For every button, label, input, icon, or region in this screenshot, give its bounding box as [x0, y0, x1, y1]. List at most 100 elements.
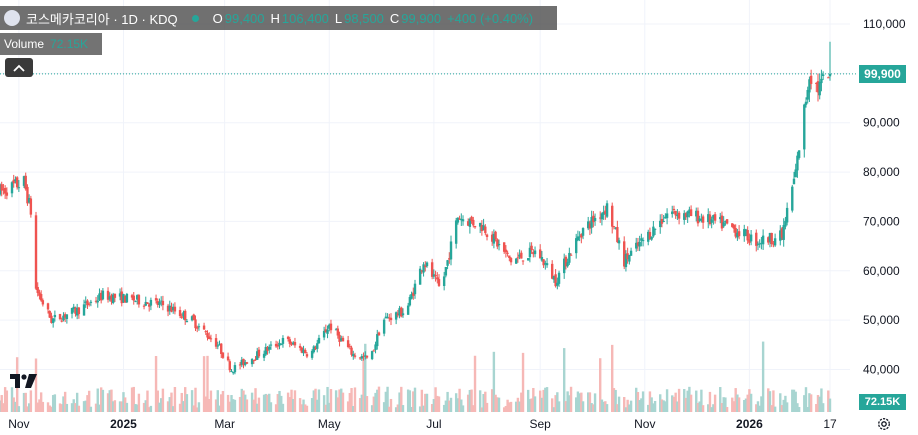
candle-body [677, 212, 681, 219]
volume-legend[interactable]: Volume 72.15K [0, 33, 102, 55]
y-axis-label: 40,000 [863, 363, 900, 377]
candle-body [768, 232, 772, 242]
collapse-legend-button[interactable] [5, 58, 33, 77]
volume-bar [386, 386, 389, 412]
low-label: L [334, 10, 343, 26]
candle-body [108, 296, 111, 300]
volume-bar [334, 390, 338, 412]
candle-body [312, 346, 316, 353]
volume-bar [506, 399, 509, 412]
volume-bar [276, 394, 280, 412]
volume-bar [736, 394, 739, 412]
candle-body [578, 236, 581, 238]
candle-body [197, 326, 201, 328]
volume-bar [305, 405, 309, 412]
candle-body [458, 218, 461, 220]
volume-bar [314, 388, 317, 412]
candle-body [196, 327, 199, 329]
candle-body [676, 214, 679, 217]
volume-bar [240, 388, 243, 412]
candle-body [804, 101, 808, 105]
volume-bar [425, 393, 429, 412]
candle-body [671, 211, 674, 215]
candle-body [111, 294, 115, 303]
volume-bar [194, 387, 197, 412]
volume-bar [29, 390, 33, 412]
volume-bar [660, 399, 664, 412]
tradingview-logo[interactable] [10, 372, 38, 390]
volume-bar [556, 392, 559, 412]
candle-body [410, 293, 413, 299]
candle-body [629, 250, 633, 256]
volume-bar [158, 402, 161, 412]
volume-bar [550, 398, 554, 412]
volume-bar [46, 402, 50, 412]
candle-body [461, 219, 465, 222]
candle-body [482, 225, 485, 231]
open-value: 99,400 [224, 10, 265, 26]
volume-bar [10, 387, 14, 412]
volume-bar [406, 389, 410, 412]
candle-body [580, 234, 583, 238]
candle-body [600, 213, 604, 220]
volume-bar [401, 405, 405, 412]
volume-bar [348, 392, 352, 412]
symbol-title[interactable]: 코스메카코리아 · 1D · KDQ [26, 11, 178, 27]
high-value: 106,400 [281, 10, 329, 26]
candle-body [538, 249, 542, 259]
candle-body [172, 306, 175, 311]
candle-body [317, 337, 321, 344]
volume-bar [130, 387, 134, 412]
candle-body [58, 313, 62, 320]
candle-body [5, 192, 9, 196]
volume-bar [638, 400, 641, 412]
volume-bar [110, 389, 113, 412]
candle-body [254, 359, 257, 361]
volume-bar [779, 393, 782, 412]
volume-bar [552, 407, 556, 412]
volume-bar [508, 402, 511, 412]
volume-bar [497, 397, 501, 412]
volume-bar [154, 356, 158, 412]
volume-bar [758, 405, 761, 412]
volume-bar [190, 390, 194, 412]
volume-bar [569, 386, 573, 412]
candle-body [422, 264, 425, 273]
volume-bar [599, 358, 602, 412]
volume-bar [208, 398, 211, 412]
volume-bar [611, 344, 614, 412]
candle-body [389, 317, 393, 321]
candle-body [149, 299, 153, 306]
volume-bar [770, 405, 773, 412]
candle-body [556, 282, 559, 286]
candle-body [376, 334, 379, 347]
candle-body [377, 332, 381, 336]
volume-bar [254, 388, 257, 412]
candle-body [528, 247, 532, 258]
x-axis-label: Mar [214, 417, 235, 431]
candle-body [257, 349, 261, 357]
candle-body [708, 214, 712, 225]
candle-body [50, 315, 53, 323]
candle-body [316, 343, 319, 349]
candle-body [101, 290, 105, 300]
volume-bar [696, 402, 700, 412]
gear-icon[interactable] [877, 417, 891, 431]
volume-bar [38, 399, 41, 412]
candle-body [293, 342, 297, 346]
candle-body [562, 258, 566, 274]
volume-bar [340, 388, 343, 412]
candle-body [96, 300, 99, 303]
candle-body [144, 301, 147, 306]
candle-body [674, 210, 677, 216]
volume-bar [322, 395, 326, 412]
candle-body [574, 238, 578, 254]
symbol-legend[interactable]: 코스메카코리아 · 1D · KDQ O 99,400 H 106,400 L … [0, 6, 557, 30]
volume-bar [767, 388, 770, 412]
volume-bar [828, 398, 832, 412]
volume-bar [652, 403, 655, 412]
candle-body [418, 268, 422, 285]
candle-body [396, 313, 400, 316]
